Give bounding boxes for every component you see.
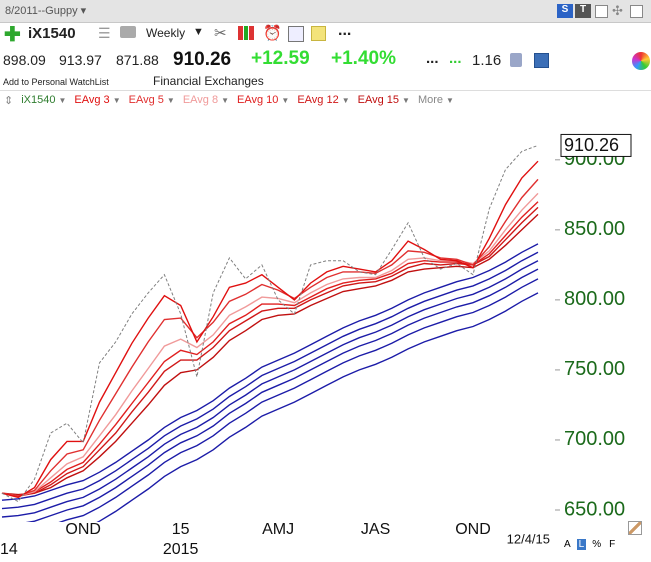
series-line [1, 201, 539, 497]
quote-value: 1.16 [472, 52, 502, 69]
quote-dots: ... [426, 50, 439, 67]
list-icon[interactable]: ☰ [98, 25, 111, 41]
quote-change: +12.59 [251, 48, 310, 69]
add-icon[interactable]: ✚ [4, 24, 21, 46]
quote-open: 898.09 [3, 52, 46, 68]
legend-entry[interactable]: EAvg 3 ▼ [74, 94, 121, 106]
last-price-box [560, 133, 632, 157]
tools-icon[interactable]: ✂ [214, 25, 227, 42]
y-tick-label: 750.00 [564, 358, 625, 380]
y-tick-label: 800.00 [564, 288, 625, 310]
link-icon[interactable]: S [557, 4, 573, 18]
window-title[interactable]: 8/2011--Guppy ▾ [5, 5, 87, 17]
alarm-icon[interactable]: ⏰ [263, 25, 282, 42]
legend: ⇕ iX1540 ▼ EAvg 3 ▼ EAvg 5 ▼ EAvg 8 ▼ EAvg 10 ▼ EAv… [0, 91, 651, 109]
x-tick-label: AMJ [262, 521, 294, 538]
print-icon[interactable] [120, 26, 136, 38]
x-year-label: 14 [0, 541, 18, 558]
move-button[interactable]: ✣ [612, 3, 623, 18]
legend-entry[interactable]: EAvg 5 ▼ [128, 94, 175, 106]
x-tick-label: OND [455, 521, 491, 538]
draw-tool-icon[interactable] [628, 521, 642, 535]
stack-icon[interactable] [510, 53, 522, 67]
quote-change-pct: +1.40% [331, 48, 396, 69]
series-line [1, 213, 539, 496]
axis-button[interactable]: L [576, 539, 587, 550]
quote-high: 913.97 [59, 52, 102, 68]
quote-dots: ... [449, 50, 462, 67]
axes: 650.00700.00750.00800.00850.00900.00910.… [0, 133, 632, 558]
legend-entry[interactable]: EAvg 15 ▼ [357, 94, 410, 106]
legend-arrow: ▼ [281, 96, 290, 105]
legend-handle: ⇕ [4, 94, 14, 107]
x-end-label: 12/4/15 [507, 531, 550, 546]
axis-buttons: A L% F [562, 539, 617, 550]
symbol[interactable]: iX1540 [28, 25, 76, 42]
legend-entry[interactable]: iX1540 ▼ [21, 94, 67, 106]
more-button[interactable]: ... [338, 22, 352, 39]
interval[interactable]: Weekly [146, 26, 186, 40]
window-button[interactable] [595, 5, 608, 18]
template-icon[interactable]: T [575, 4, 591, 18]
legend-entry[interactable]: EAvg 8 ▼ [182, 94, 230, 106]
x-tick-label: OND [65, 521, 101, 538]
series-line [1, 160, 539, 499]
x-tick-label: 15 [172, 521, 190, 538]
exchange: Financial Exchanges [153, 74, 264, 88]
calendar-icon[interactable] [288, 26, 304, 42]
series-line [1, 178, 539, 497]
save-icon[interactable] [534, 53, 549, 68]
legend-arrow: ▼ [166, 96, 175, 105]
axis-button[interactable]: A [564, 539, 571, 550]
legend-arrow: ▼ [112, 96, 121, 105]
legend-more[interactable]: More ▼ [417, 94, 454, 106]
axis-button[interactable]: F [609, 539, 616, 550]
note-icon[interactable] [311, 26, 326, 41]
series-line [1, 251, 539, 510]
quote-low: 871.88 [116, 52, 159, 68]
window-button[interactable] [630, 5, 643, 18]
y-tick-label: 650.00 [564, 498, 625, 520]
legend-arrow: ▼ [402, 96, 410, 105]
axis-button[interactable]: % [592, 539, 602, 550]
y-tick-label: 850.00 [564, 218, 625, 240]
x-year-label: 2015 [163, 541, 199, 558]
series-line [1, 243, 539, 501]
series-line [25, 268, 539, 522]
legend-arrow: ▼ [341, 96, 350, 105]
legend-arrow: ▼ [446, 96, 454, 105]
last-price-label: 910.26 [564, 135, 619, 155]
indicator-icon[interactable] [238, 26, 254, 40]
watchlist-link[interactable]: Add to Personal WatchList [3, 77, 109, 87]
legend-entry[interactable]: EAvg 12 ▼ [297, 94, 350, 106]
series-line [1, 260, 539, 518]
plot [1, 144, 539, 522]
title-bar [0, 0, 651, 23]
series-line [1, 144, 539, 503]
quote-last: 910.26 [173, 49, 232, 70]
series-line [1, 206, 539, 497]
y-tick-label: 700.00 [564, 428, 625, 450]
series-line [96, 292, 539, 522]
series-line [58, 278, 539, 522]
legend-arrow: ▼ [58, 96, 67, 105]
legend-entry[interactable]: EAvg 10 ▼ [237, 94, 290, 106]
window-title-text: 8/2011--Guppy [5, 5, 78, 17]
color-wheel[interactable] [632, 52, 650, 70]
legend-arrow: ▼ [221, 96, 230, 105]
separator [0, 90, 651, 91]
dropdown-arrow[interactable]: ▼ [193, 26, 204, 38]
x-tick-label: JAS [361, 521, 390, 538]
